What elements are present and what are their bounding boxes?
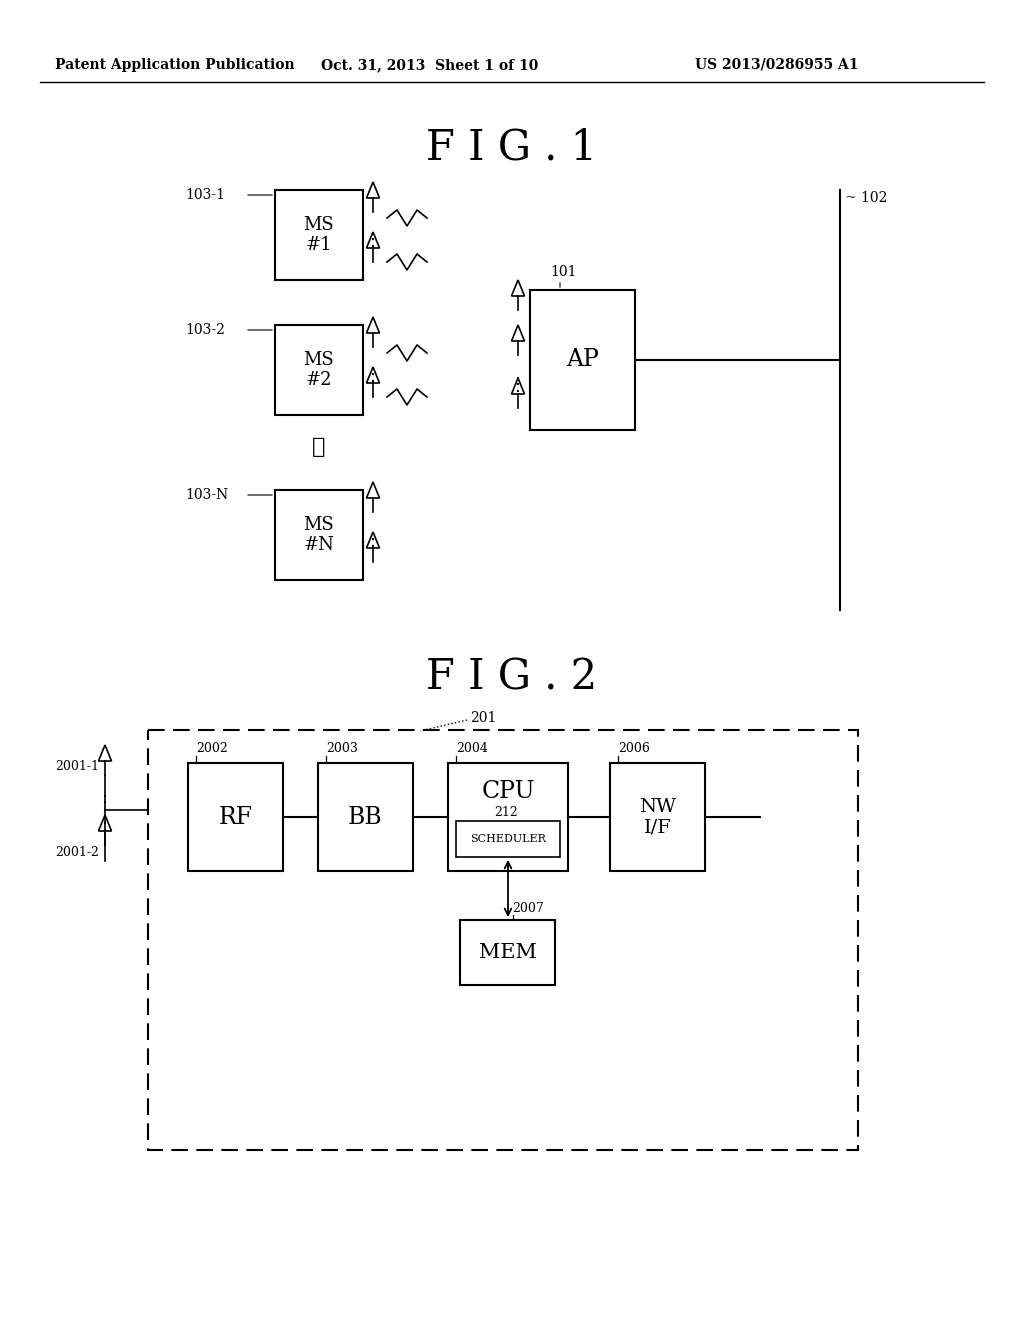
Bar bbox=[275, 190, 362, 280]
Bar bbox=[275, 325, 362, 414]
Bar bbox=[449, 763, 568, 871]
Text: 101: 101 bbox=[550, 265, 577, 279]
Text: 103-2: 103-2 bbox=[185, 323, 225, 337]
Text: RF: RF bbox=[218, 805, 253, 829]
Text: 103-N: 103-N bbox=[185, 488, 228, 502]
Text: ~ 102: ~ 102 bbox=[845, 191, 888, 205]
Text: Patent Application Publication: Patent Application Publication bbox=[55, 58, 295, 73]
Text: ⋮: ⋮ bbox=[364, 366, 382, 384]
Text: 2003: 2003 bbox=[326, 742, 357, 755]
Text: NW
I/F: NW I/F bbox=[639, 797, 676, 837]
Text: 2004: 2004 bbox=[456, 742, 487, 755]
Text: 2001-2: 2001-2 bbox=[55, 846, 99, 859]
Text: AP: AP bbox=[566, 348, 599, 371]
Text: 2006: 2006 bbox=[618, 742, 650, 755]
Bar bbox=[530, 290, 635, 430]
Bar bbox=[610, 763, 705, 871]
Text: CPU: CPU bbox=[481, 780, 535, 803]
Text: MS
#N: MS #N bbox=[303, 516, 335, 554]
Text: ⋮: ⋮ bbox=[96, 808, 114, 826]
Text: ⋮: ⋮ bbox=[96, 795, 114, 812]
Bar bbox=[148, 730, 858, 1150]
Text: ⋮: ⋮ bbox=[364, 231, 382, 249]
Bar bbox=[188, 763, 283, 871]
Text: Oct. 31, 2013  Sheet 1 of 10: Oct. 31, 2013 Sheet 1 of 10 bbox=[322, 58, 539, 73]
Text: 212: 212 bbox=[495, 807, 518, 820]
Text: 2001-1: 2001-1 bbox=[55, 760, 99, 774]
Bar bbox=[460, 920, 555, 985]
Text: ⋮: ⋮ bbox=[364, 531, 382, 549]
Text: ⋮: ⋮ bbox=[312, 436, 326, 458]
Text: 103-1: 103-1 bbox=[185, 187, 225, 202]
Text: F I G . 2: F I G . 2 bbox=[426, 657, 598, 700]
Text: 2007: 2007 bbox=[512, 902, 544, 915]
Bar bbox=[275, 490, 362, 579]
Text: BB: BB bbox=[348, 805, 383, 829]
Bar bbox=[456, 821, 560, 857]
Text: MS
#2: MS #2 bbox=[304, 351, 335, 389]
Text: US 2013/0286955 A1: US 2013/0286955 A1 bbox=[695, 58, 858, 73]
Text: MS
#1: MS #1 bbox=[304, 215, 335, 255]
Text: MEM: MEM bbox=[478, 942, 537, 962]
Bar bbox=[318, 763, 413, 871]
Text: 201: 201 bbox=[470, 711, 497, 725]
Text: 2002: 2002 bbox=[196, 742, 227, 755]
Text: SCHEDULER: SCHEDULER bbox=[470, 834, 546, 843]
Text: F I G . 1: F I G . 1 bbox=[427, 127, 597, 169]
Text: ⋮: ⋮ bbox=[509, 376, 527, 393]
